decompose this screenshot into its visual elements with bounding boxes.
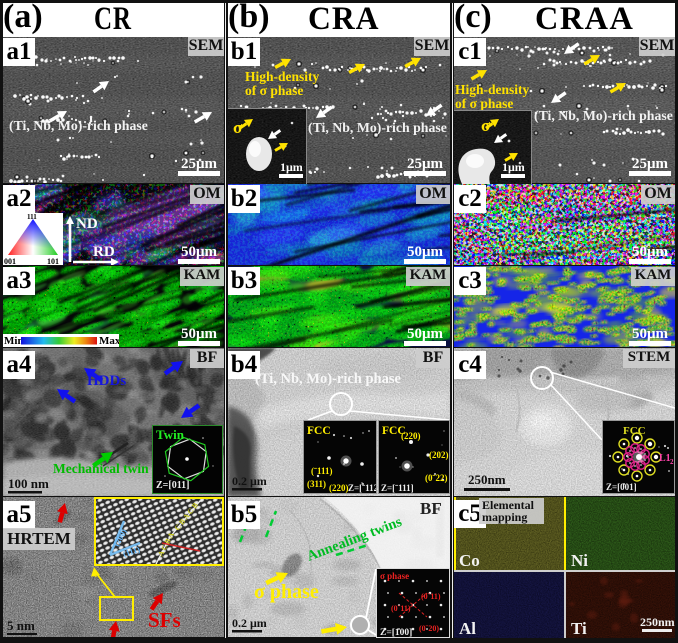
svg-text:Ti: Ti bbox=[571, 619, 587, 638]
svg-text:(220): (220) bbox=[329, 483, 349, 493]
svg-text:σ: σ bbox=[481, 116, 491, 135]
svg-text:1μm: 1μm bbox=[502, 160, 525, 174]
svg-text:ND: ND bbox=[76, 216, 98, 232]
svg-text:2: 2 bbox=[670, 458, 674, 466]
svg-text:(ˉ111): (ˉ111) bbox=[311, 466, 333, 476]
svg-text:(0ˉ11): (0ˉ11) bbox=[391, 604, 411, 613]
svg-text:001: 001 bbox=[4, 257, 16, 265]
svg-text:σ: σ bbox=[233, 118, 243, 137]
svg-text:σ phase: σ phase bbox=[380, 571, 409, 581]
svg-text:(311): (311) bbox=[307, 479, 326, 489]
svg-text:FCC: FCC bbox=[307, 425, 331, 437]
svg-text:250nm: 250nm bbox=[468, 472, 506, 487]
svg-text:FCC: FCC bbox=[382, 425, 406, 437]
svg-text:1μm: 1μm bbox=[280, 160, 303, 174]
svg-text:HDDs: HDDs bbox=[87, 373, 126, 389]
svg-text:111: 111 bbox=[27, 213, 37, 221]
svg-text:Twin: Twin bbox=[156, 427, 185, 442]
svg-text:(0ˉ11): (0ˉ11) bbox=[421, 592, 441, 601]
svg-text:Ni: Ni bbox=[571, 551, 588, 570]
svg-text:Al: Al bbox=[459, 619, 476, 638]
svg-text:Min: Min bbox=[4, 335, 24, 347]
svg-text:(0ˉ20): (0ˉ20) bbox=[419, 624, 439, 633]
svg-text:SFs: SFs bbox=[148, 608, 181, 632]
svg-text:Z=[011]: Z=[011] bbox=[156, 480, 189, 491]
svg-text:Mechanical twin: Mechanical twin bbox=[53, 461, 149, 476]
svg-text:0.2 μm: 0.2 μm bbox=[232, 474, 267, 488]
svg-text:Z=[100]: Z=[100] bbox=[380, 628, 412, 638]
svg-text:(202): (202) bbox=[429, 450, 449, 460]
svg-text:Co: Co bbox=[459, 551, 480, 570]
svg-text:L1: L1 bbox=[659, 453, 671, 464]
svg-text:101: 101 bbox=[47, 257, 59, 265]
svg-text:RD: RD bbox=[93, 244, 115, 260]
svg-text:(220): (220) bbox=[401, 431, 421, 441]
svg-text:Max: Max bbox=[99, 335, 119, 347]
svg-text:0.2 μm: 0.2 μm bbox=[232, 616, 267, 630]
svg-text:100 nm: 100 nm bbox=[8, 476, 49, 491]
svg-text:(Ti, Nb, Mo)-rich phase: (Ti, Nb, Mo)-rich phase bbox=[255, 371, 402, 387]
svg-text:Z=[001]: Z=[001] bbox=[606, 482, 637, 492]
svg-text:Z=[ˉ111]: Z=[ˉ111] bbox=[381, 483, 414, 493]
svg-text:Z=[ˉ112]: Z=[ˉ112] bbox=[348, 483, 376, 493]
svg-text:(0ˉ22): (0ˉ22) bbox=[425, 473, 448, 483]
svg-text:5 nm: 5 nm bbox=[7, 618, 35, 633]
svg-text:σ phase: σ phase bbox=[254, 581, 319, 603]
svg-text:FCC: FCC bbox=[623, 425, 646, 437]
